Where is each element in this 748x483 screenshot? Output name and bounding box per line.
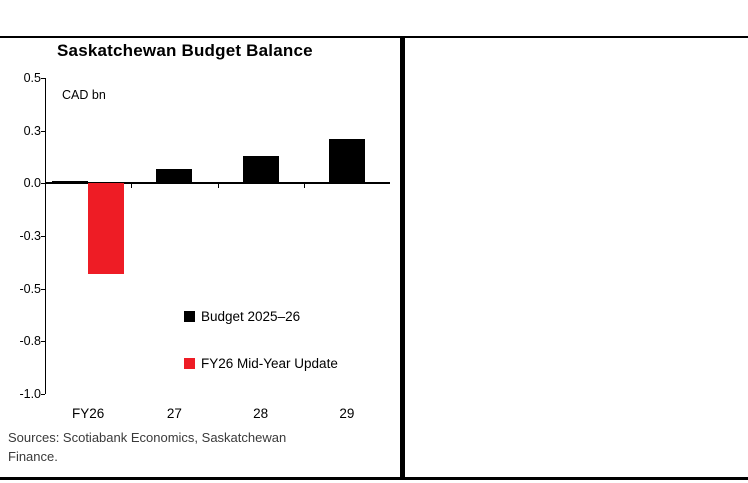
x-tick-mark [217,184,219,189]
y-tick-mark [41,341,45,343]
y-tick-label: -1.0 [19,387,41,401]
y-tick-label: 0.3 [23,123,41,138]
bar-29-budget-2025-26 [328,139,365,184]
x-tick-mark [303,184,305,189]
y-tick-mark [41,78,45,79]
top-rule [0,36,748,38]
legend-label-midyear: FY26 Mid-Year Update [201,356,338,371]
legend-item-midyear: FY26 Mid-Year Update [184,356,338,371]
zero-axis-line [45,182,390,185]
sources-line-1: Sources: Scotiabank Economics, Saskatche… [8,430,287,445]
bar-27-budget-2025-26 [156,168,193,184]
y-axis-line [45,78,46,394]
chart-title: Saskatchewan Budget Balance [57,41,313,60]
y-tick-mark [41,236,45,237]
y-tick-mark [41,288,45,290]
sources-line-2: Finance. [8,449,58,464]
chart-legend: Budget 2025–26 FY26 Mid-Year Update [184,309,338,371]
y-tick-mark [41,130,45,132]
y-tick-label: -0.8 [19,334,41,349]
x-tick-mark [131,184,133,189]
y-tick-label: 0.5 [23,71,41,85]
bar-fy26-fy26-mid-year-update [88,183,125,274]
bottom-rule [0,477,748,480]
sources-note: Sources: Scotiabank Economics, Saskatche… [8,428,286,466]
x-axis-label-29: 29 [339,406,355,421]
bar-28-budget-2025-26 [242,155,279,184]
y-tick-mark [41,394,45,395]
y-tick-label: -0.3 [19,229,41,243]
y-tick-mark [41,183,45,185]
panel-divider [400,36,405,480]
x-axis-label-27: 27 [166,406,182,421]
y-tick-label: 0.0 [23,176,41,191]
legend-swatch-budget-icon [184,311,195,322]
plot-area: 0.5 0.3 0.0 -0.3 -0.5 -0.8 -1.0 FY26 27 28 29 [19,71,390,421]
legend-item-budget: Budget 2025–26 [184,309,338,324]
y-axis-unit-label: CAD bn [62,88,106,102]
x-axis-label-fy26: FY26 [71,406,105,421]
x-axis-label-28: 28 [253,406,269,421]
legend-swatch-midyear-icon [184,358,195,369]
legend-label-budget: Budget 2025–26 [201,309,301,324]
y-tick-label: -0.5 [19,281,41,296]
bar-fy26-budget-2025-26 [52,181,89,184]
